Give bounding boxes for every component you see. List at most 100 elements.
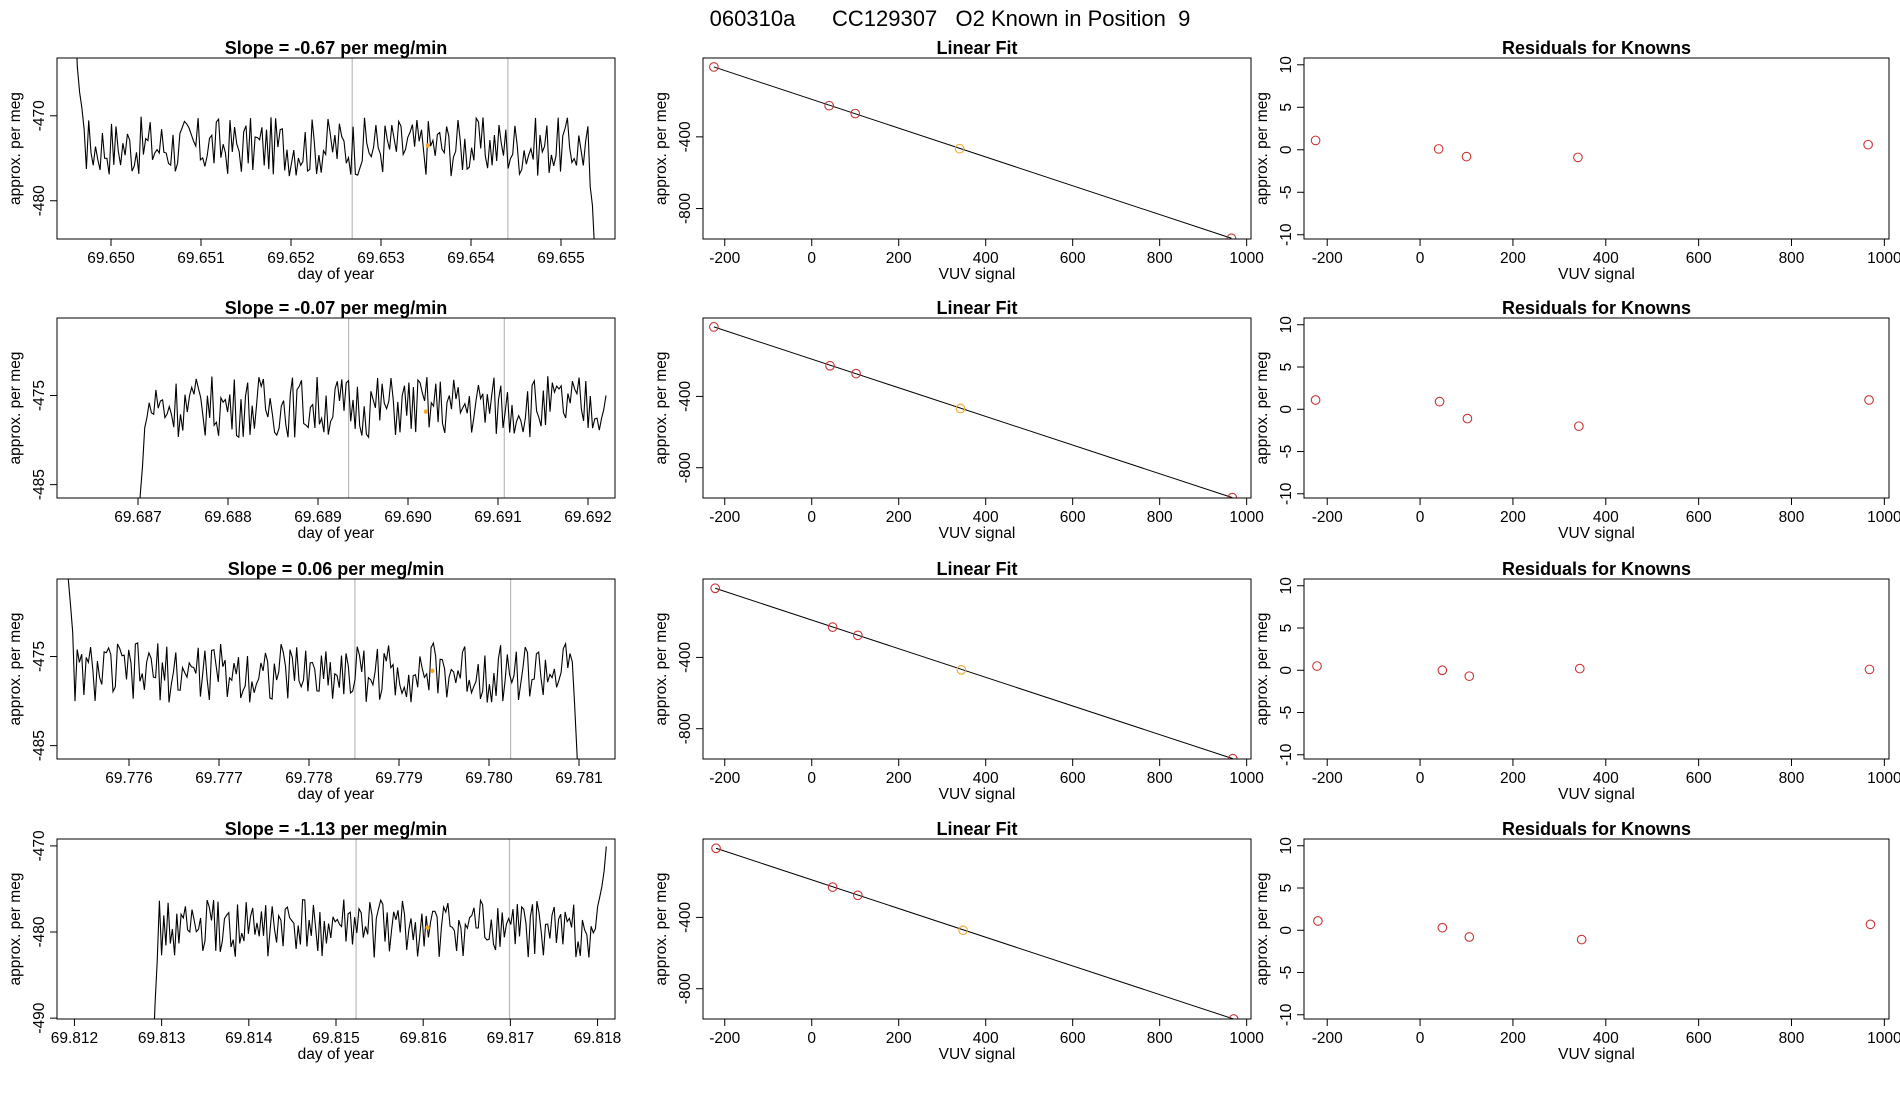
y-tick-label: -400 <box>677 121 694 152</box>
x-tick-label: -200 <box>709 1030 740 1047</box>
x-tick-label: 200 <box>886 509 912 526</box>
x-tick-label: -200 <box>709 770 740 787</box>
plot-area <box>76 58 595 239</box>
x-tick-label: 0 <box>1416 250 1425 267</box>
y-tick-label: 5 <box>1278 884 1295 893</box>
y-tick-label: -5 <box>1278 185 1295 199</box>
plot-area <box>139 318 607 498</box>
plot-frame <box>1303 578 1890 760</box>
x-tick-label: 69.651 <box>177 250 224 267</box>
fit-line <box>713 66 1232 239</box>
y-axis-label: approx. per meg <box>653 613 670 726</box>
panel-title: Residuals for Knowns <box>1502 559 1691 579</box>
y-tick-label: 0 <box>1278 145 1295 154</box>
x-axis-label: VUV signal <box>1558 266 1635 283</box>
x-tick-label: 1000 <box>1229 1030 1264 1047</box>
plot-area <box>153 839 607 1019</box>
data-point <box>1310 135 1321 146</box>
x-axis-label: day of year <box>298 1046 375 1063</box>
x-tick-label: 200 <box>886 770 912 787</box>
y-tick-label: -10 <box>1278 743 1295 766</box>
data-point <box>827 622 838 632</box>
data-point <box>1462 413 1473 424</box>
y-tick-label: -470 <box>31 100 48 131</box>
x-tick-label: -200 <box>1312 250 1343 267</box>
x-tick-label: 400 <box>1593 1030 1619 1047</box>
plot-area <box>1313 916 1876 945</box>
x-tick-label: -200 <box>1312 509 1343 526</box>
x-tick-label: 69.691 <box>474 509 521 526</box>
x-tick-label: 400 <box>1593 770 1619 787</box>
x-tick-label: 200 <box>1500 509 1526 526</box>
x-tick-label: 800 <box>1147 509 1173 526</box>
x-tick-label: 69.813 <box>138 1030 185 1047</box>
y-tick-label: -800 <box>677 973 694 1004</box>
y-tick-label: -800 <box>677 713 694 744</box>
x-tick-label: 600 <box>1060 250 1086 267</box>
x-tick-label: 69.780 <box>465 770 513 787</box>
fit-line <box>715 587 1233 759</box>
data-point <box>1863 139 1873 150</box>
panel-title: Residuals for Knowns <box>1502 298 1691 318</box>
y-tick-label: -5 <box>1278 966 1295 980</box>
y-axis-label: approx. per meg <box>1254 613 1271 726</box>
x-tick-label: 1000 <box>1867 770 1900 787</box>
data-point <box>1310 395 1321 405</box>
x-tick-label: 69.776 <box>105 770 152 787</box>
data-point <box>1464 932 1475 942</box>
data-point <box>709 62 719 72</box>
data-point <box>850 108 861 119</box>
panel-timeseries-row-1: Slope = -0.67 per meg/min 69.650 69.651 69.… <box>7 38 616 283</box>
data-point <box>827 882 838 892</box>
data-point <box>1864 395 1874 405</box>
y-tick-label: 5 <box>1278 624 1295 633</box>
x-tick-label: 800 <box>1779 509 1805 526</box>
plot-area <box>1310 395 1874 432</box>
panel-title: Linear Fit <box>936 559 1017 579</box>
x-tick-label: 1000 <box>1867 250 1900 267</box>
data-point <box>1573 152 1583 163</box>
y-tick-label: 10 <box>1278 316 1295 334</box>
plot-frame <box>1303 317 1890 499</box>
data-point <box>1313 916 1323 926</box>
plot-area <box>709 322 1238 498</box>
plot-frame <box>56 578 616 760</box>
data-point <box>824 100 834 111</box>
panel-title: Linear Fit <box>936 298 1017 318</box>
panel-linear-fit-row-4: Linear Fit -200 0 200 400 600 800 1000 -400 -800 V… <box>653 819 1264 1063</box>
panel-title: Linear Fit <box>936 38 1017 58</box>
data-point <box>852 630 863 641</box>
data-series-line <box>139 376 607 498</box>
y-tick-label: -400 <box>677 902 694 933</box>
x-tick-label: -200 <box>1312 1030 1343 1047</box>
data-point <box>1864 664 1875 675</box>
data-point <box>1433 144 1444 154</box>
sample-marker <box>423 409 429 414</box>
plot-frame <box>56 317 616 499</box>
x-tick-label: 200 <box>886 250 912 267</box>
x-tick-label: 69.815 <box>312 1030 359 1047</box>
y-axis-label: approx. per meg <box>7 613 24 726</box>
x-tick-label: 1000 <box>1867 509 1900 526</box>
x-tick-label: 200 <box>1500 250 1526 267</box>
x-axis-label: VUV signal <box>1558 525 1635 542</box>
data-point <box>710 583 721 594</box>
x-axis-label: VUV signal <box>939 266 1016 283</box>
y-tick-label: -10 <box>1278 223 1295 246</box>
plot-frame <box>702 57 1252 240</box>
data-series-line <box>153 846 607 1019</box>
panel-title: Residuals for Knowns <box>1502 819 1691 839</box>
panel-timeseries-row-4: Slope = -1.13 per meg/min 69.812 69.813 69.… <box>7 819 621 1063</box>
data-point <box>1464 671 1475 682</box>
x-tick-label: 800 <box>1779 1030 1805 1047</box>
x-tick-label: 600 <box>1060 509 1086 526</box>
y-tick-label: -475 <box>31 380 48 411</box>
data-point <box>958 925 968 936</box>
data-point <box>1228 1014 1239 1019</box>
panel-title: Slope = -1.13 per meg/min <box>225 819 448 839</box>
x-tick-label: 69.654 <box>447 250 495 267</box>
x-tick-label: 69.779 <box>375 770 422 787</box>
y-axis-label: approx. per meg <box>1254 92 1271 205</box>
data-point <box>825 360 835 371</box>
